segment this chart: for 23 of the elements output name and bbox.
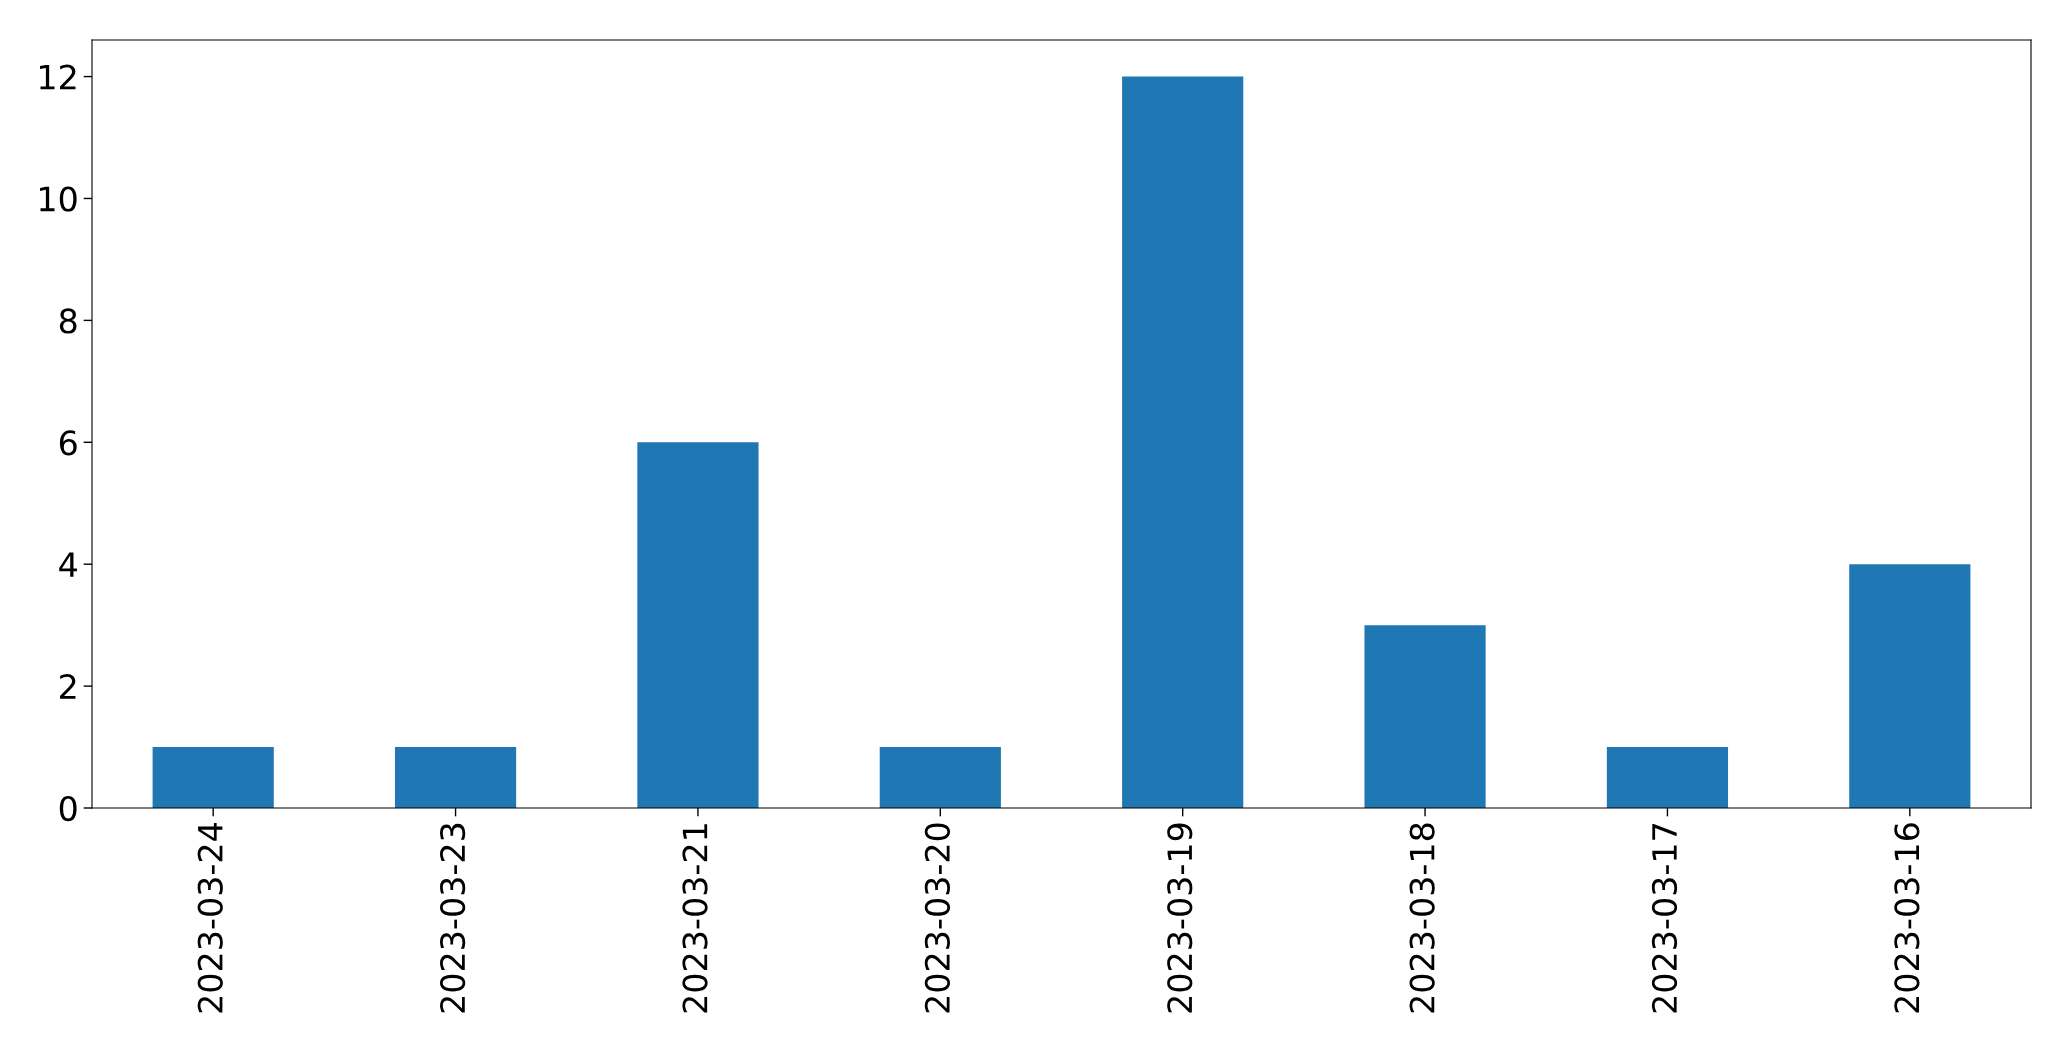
bar (152, 747, 274, 808)
y-tick-label: 0 (59, 795, 77, 822)
bar (637, 442, 759, 808)
y-tick-label: 6 (59, 430, 77, 456)
x-tick-label: 2023-03-18 (1409, 823, 1435, 1013)
x-tick-label: 2023-03-20 (924, 823, 950, 1013)
x-tick-label: 2023-03-24 (197, 823, 223, 1013)
x-tick-label: 2023-03-21 (682, 824, 708, 1013)
bar (1122, 76, 1244, 808)
y-tick-label: 8 (59, 308, 77, 334)
bar (394, 747, 517, 808)
y-tick-label: 12 (40, 64, 76, 90)
x-tick-label: 2023-03-16 (1894, 823, 1920, 1013)
y-tick-label: 10 (40, 186, 77, 212)
x-tick-label: 2023-03-19 (1167, 823, 1193, 1013)
bar (879, 747, 1001, 808)
bar (1849, 564, 1971, 808)
y-tick-label: 2 (60, 674, 76, 699)
bar (1364, 625, 1486, 808)
y-tick-label: 4 (59, 552, 77, 577)
x-tick-label: 2023-03-23 (440, 823, 466, 1013)
bar (1606, 747, 1729, 808)
x-tick-label: 2023-03-17 (1651, 824, 1678, 1013)
